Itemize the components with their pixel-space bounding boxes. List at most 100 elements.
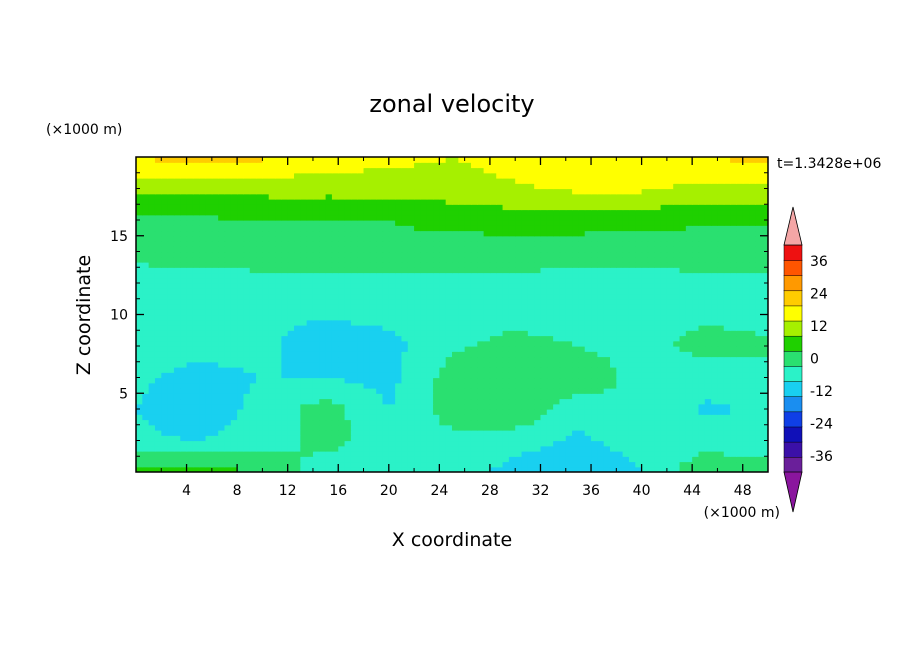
field-cell	[502, 235, 510, 242]
field-cell	[262, 430, 270, 436]
field-cell	[610, 283, 617, 289]
field-cell	[395, 351, 403, 358]
field-cell	[395, 225, 403, 232]
field-cell	[496, 356, 504, 363]
field-cell	[597, 414, 605, 421]
field-cell	[603, 330, 611, 337]
field-cell	[685, 241, 693, 247]
field-cell	[154, 267, 162, 274]
field-cell	[685, 209, 693, 216]
field-cell	[306, 451, 314, 457]
field-cell	[496, 382, 504, 389]
field-cell	[167, 309, 175, 316]
field-cell	[515, 398, 523, 405]
field-cell	[540, 435, 548, 442]
field-cell	[673, 393, 681, 400]
field-cell	[723, 356, 731, 363]
field-cell	[433, 214, 440, 221]
field-cell	[521, 382, 529, 389]
field-cell	[439, 367, 447, 373]
field-cell	[420, 325, 428, 331]
field-cell	[161, 372, 169, 379]
field-cell	[679, 214, 687, 221]
field-cell	[350, 330, 358, 337]
field-cell	[350, 293, 358, 300]
field-cell	[458, 256, 466, 263]
field-cell	[597, 304, 605, 310]
field-cell	[654, 388, 662, 394]
field-cell	[243, 235, 251, 242]
field-cell	[161, 293, 169, 300]
field-cell	[363, 272, 371, 279]
field-cell	[470, 335, 478, 342]
field-cell	[142, 209, 150, 216]
field-cell	[654, 356, 662, 363]
field-cell	[312, 398, 320, 405]
field-cell	[224, 256, 232, 263]
field-cell	[527, 209, 535, 216]
field-cell	[268, 466, 276, 472]
field-cell	[199, 403, 207, 410]
field-cell	[382, 262, 390, 268]
field-cell	[287, 356, 295, 363]
field-cell	[723, 272, 731, 279]
field-cell	[445, 346, 453, 352]
field-cell	[572, 241, 579, 247]
field-cell	[357, 409, 365, 415]
field-cell	[319, 277, 327, 284]
field-cell	[711, 267, 719, 274]
field-cell	[508, 277, 516, 284]
field-cell	[508, 293, 516, 300]
field-cell	[205, 356, 213, 363]
field-cell	[243, 267, 251, 274]
field-cell	[300, 230, 308, 237]
field-cell	[553, 346, 561, 352]
field-cell	[584, 225, 592, 232]
field-cell	[180, 309, 188, 316]
field-cell	[698, 214, 706, 221]
field-cell	[527, 283, 535, 289]
field-cell	[294, 256, 301, 263]
field-cell	[161, 466, 169, 472]
field-cell	[433, 267, 440, 274]
field-cell	[584, 251, 592, 258]
field-cell	[300, 440, 308, 447]
field-cell	[641, 382, 649, 389]
field-cell	[508, 262, 516, 268]
field-cell	[401, 283, 409, 289]
field-cell	[300, 367, 308, 373]
field-cell	[426, 403, 434, 410]
field-cell	[635, 293, 643, 300]
field-cell	[262, 440, 270, 447]
field-cell	[452, 403, 459, 410]
field-cell	[616, 398, 624, 405]
field-cell	[464, 235, 472, 242]
field-cell	[382, 214, 390, 221]
field-cell	[673, 256, 681, 263]
field-cell	[161, 304, 169, 310]
field-cell	[698, 241, 706, 247]
field-cell	[218, 445, 226, 452]
field-cell	[730, 251, 737, 258]
field-cell	[388, 225, 396, 232]
field-cell	[578, 277, 586, 284]
field-cell	[401, 430, 409, 436]
field-cell	[401, 456, 409, 463]
field-cell	[452, 220, 459, 226]
field-cell	[268, 440, 276, 447]
field-cell	[338, 272, 346, 279]
field-cell	[761, 335, 768, 342]
field-cell	[527, 388, 535, 394]
field-cell	[698, 319, 706, 326]
field-cell	[692, 277, 700, 284]
field-cell	[755, 403, 763, 410]
field-cell	[344, 346, 352, 352]
field-cell	[420, 403, 428, 410]
field-cell	[559, 209, 567, 216]
field-cell	[325, 214, 333, 221]
field-cell	[622, 272, 630, 279]
field-cell	[173, 367, 181, 373]
field-cell	[395, 466, 403, 472]
field-cell	[540, 246, 548, 253]
field-cell	[458, 361, 466, 368]
